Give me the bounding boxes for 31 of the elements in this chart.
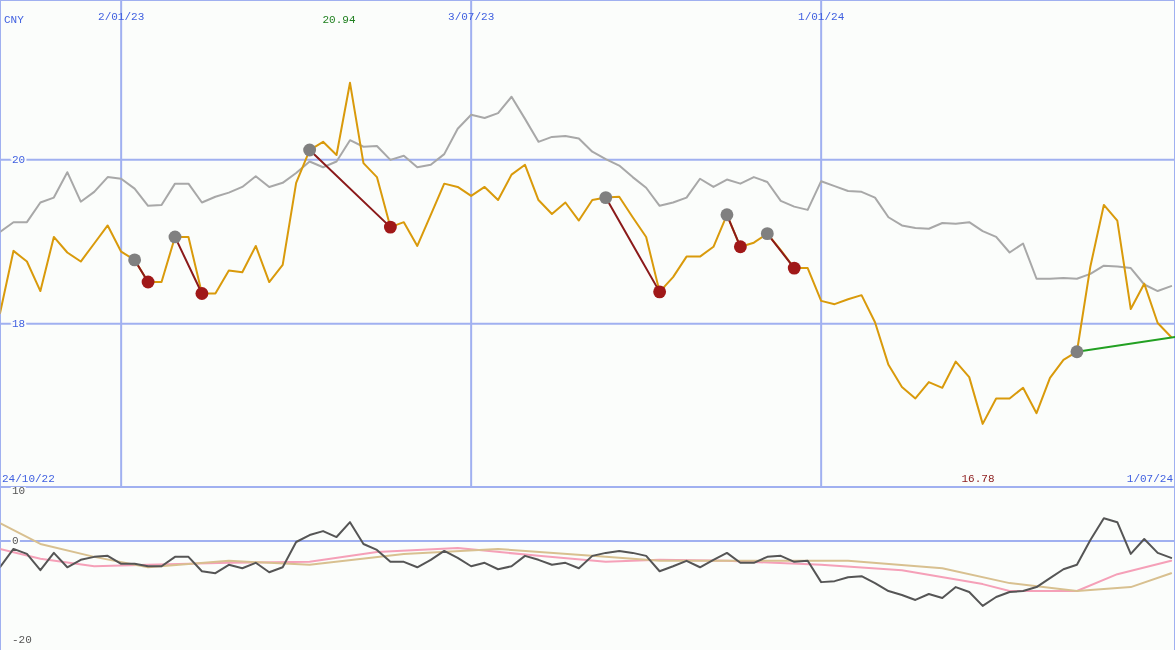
point bbox=[599, 191, 613, 205]
point bbox=[168, 230, 182, 244]
annotation: 1/07/24 bbox=[1126, 473, 1173, 485]
point bbox=[720, 208, 734, 222]
annotation: 24/10/22 bbox=[2, 473, 55, 485]
point bbox=[383, 220, 397, 234]
point bbox=[733, 240, 747, 254]
point bbox=[141, 275, 155, 289]
x-tick-label: 2/01/23 bbox=[98, 10, 145, 23]
x-tick-label: 1/01/24 bbox=[798, 10, 845, 23]
x-tick-label: 3/07/23 bbox=[448, 10, 495, 23]
y-tick-label: -20 bbox=[12, 634, 32, 647]
point bbox=[303, 143, 317, 157]
point bbox=[787, 261, 801, 275]
point bbox=[195, 287, 209, 300]
annotation: 20.94 bbox=[322, 14, 356, 26]
y-axis-title: CNY bbox=[4, 14, 24, 26]
y-tick-label: 0 bbox=[12, 535, 19, 547]
line-series bbox=[0, 517, 1173, 607]
point bbox=[1070, 345, 1084, 359]
point bbox=[760, 227, 774, 241]
line-series bbox=[0, 546, 1173, 593]
y-tick-label: 20 bbox=[12, 153, 26, 166]
point bbox=[128, 253, 142, 267]
line-series bbox=[0, 522, 1173, 593]
line-series bbox=[0, 95, 1173, 293]
y-tick-label: 10 bbox=[12, 485, 26, 498]
line-series bbox=[0, 81, 1173, 425]
y-tick-label: 18 bbox=[12, 317, 26, 330]
annotation: 16.78 bbox=[961, 473, 995, 485]
point bbox=[653, 285, 667, 299]
